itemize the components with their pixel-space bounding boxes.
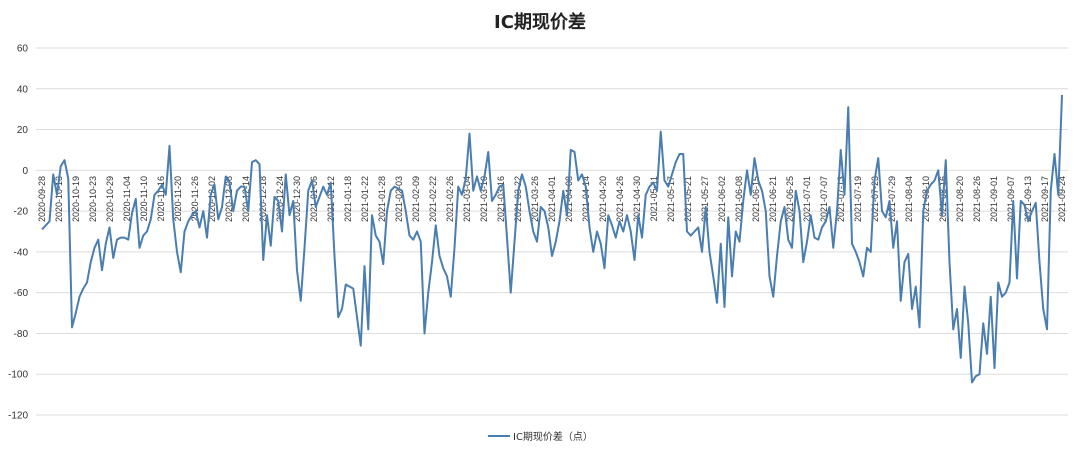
x-tick-label: 2020-12-18	[258, 176, 268, 222]
grid-lines	[36, 47, 1068, 416]
x-tick-label: 2021-07-01	[802, 176, 812, 222]
x-tick-label: 2021-07-23	[870, 176, 880, 222]
x-tick-label: 2021-01-18	[343, 176, 353, 222]
x-tick-label: 2021-04-26	[615, 176, 625, 222]
x-tick-label: 2021-03-16	[496, 176, 506, 222]
x-tick-label: 2021-07-29	[887, 176, 897, 222]
x-tick-label: 2021-03-26	[530, 176, 540, 222]
x-tick-label: 2021-04-01	[547, 176, 557, 222]
x-tick-label: 2021-09-17	[1040, 176, 1050, 222]
x-tick-label: 2021-02-22	[428, 176, 438, 222]
x-tick-label: 2020-12-02	[207, 176, 217, 222]
x-tick-label: 2020-12-24	[275, 176, 285, 222]
y-tick-label: 0	[22, 166, 28, 177]
y-tick-label: -80	[14, 329, 29, 340]
x-tick-label: 2021-05-27	[700, 176, 710, 222]
chart-title: IC期现价差	[494, 11, 586, 33]
x-axis: 2020-09-28 2020-10-13 2020-10-19 2020-10-23…	[37, 176, 1067, 222]
y-tick-label: 40	[17, 84, 29, 95]
x-tick-label: 2020-12-30	[292, 176, 302, 222]
x-tick-label: 2021-08-26	[972, 176, 982, 222]
x-tick-label: 2020-10-19	[71, 176, 81, 222]
x-tick-label: 2021-05-21	[683, 176, 693, 222]
x-tick-label: 2021-03-10	[479, 176, 489, 222]
x-tick-label: 2020-11-26	[190, 176, 200, 221]
x-tick-label: 2020-11-16	[156, 176, 166, 221]
x-tick-label: 2021-04-08	[564, 176, 574, 222]
y-tick-label: 20	[17, 125, 29, 136]
x-tick-label: 2021-01-28	[377, 176, 387, 222]
x-tick-label: 2021-01-22	[360, 176, 370, 222]
x-tick-label: 2021-04-20	[598, 176, 608, 222]
x-tick-label: 2021-02-03	[394, 176, 404, 222]
x-tick-label: 2020-10-13	[54, 176, 64, 222]
x-tick-label: 2021-09-13	[1023, 176, 1033, 222]
x-tick-label: 2021-09-24	[1057, 176, 1067, 222]
legend: IC期现价差（点）	[488, 430, 593, 443]
x-tick-label: 2020-11-10	[139, 176, 149, 221]
x-tick-label: 2021-04-30	[632, 176, 642, 222]
y-tick-label: -60	[14, 288, 29, 299]
x-tick-label: 2020-12-08	[224, 176, 234, 222]
x-tick-label: 2021-06-08	[734, 176, 744, 222]
y-tick-label: -40	[14, 247, 29, 258]
legend-label: IC期现价差（点）	[513, 430, 593, 443]
x-tick-label: 2021-06-15	[751, 176, 761, 222]
x-tick-label: 2021-07-07	[819, 176, 829, 222]
x-tick-label: 2020-11-04	[122, 176, 132, 221]
series-line	[41, 94, 1063, 384]
y-axis: 60 40 20 0 -20 -40 -60 -80 -100 -120	[8, 44, 28, 422]
x-tick-label: 2020-11-20	[173, 176, 183, 221]
x-tick-label: 2020-09-28	[37, 176, 47, 222]
x-tick-label: 2021-05-11	[649, 176, 659, 221]
y-tick-label: 60	[17, 44, 29, 55]
x-tick-label: 2021-09-07	[1006, 176, 1016, 222]
x-tick-label: 2021-08-04	[904, 176, 914, 222]
x-tick-label: 2021-03-04	[462, 176, 472, 222]
x-tick-label: 2021-02-26	[445, 176, 455, 222]
x-tick-label: 2020-10-29	[105, 176, 115, 222]
x-tick-label: 2021-06-02	[717, 176, 727, 222]
x-tick-label: 2021-02-09	[411, 176, 421, 222]
x-tick-label: 2021-09-01	[989, 176, 999, 222]
x-tick-label: 2021-05-17	[666, 176, 676, 222]
x-tick-label: 2021-08-20	[955, 176, 965, 222]
y-tick-label: -100	[8, 370, 28, 381]
x-tick-label: 2020-10-23	[88, 176, 98, 222]
y-tick-label: -120	[8, 411, 28, 422]
series-area	[41, 94, 1063, 384]
y-tick-label: -20	[14, 207, 29, 218]
x-tick-label: 2021-06-21	[768, 176, 778, 222]
x-tick-label: 2021-07-13	[836, 176, 846, 222]
x-tick-label: 2021-07-19	[853, 176, 863, 222]
x-tick-label: 2021-06-25	[785, 176, 795, 222]
